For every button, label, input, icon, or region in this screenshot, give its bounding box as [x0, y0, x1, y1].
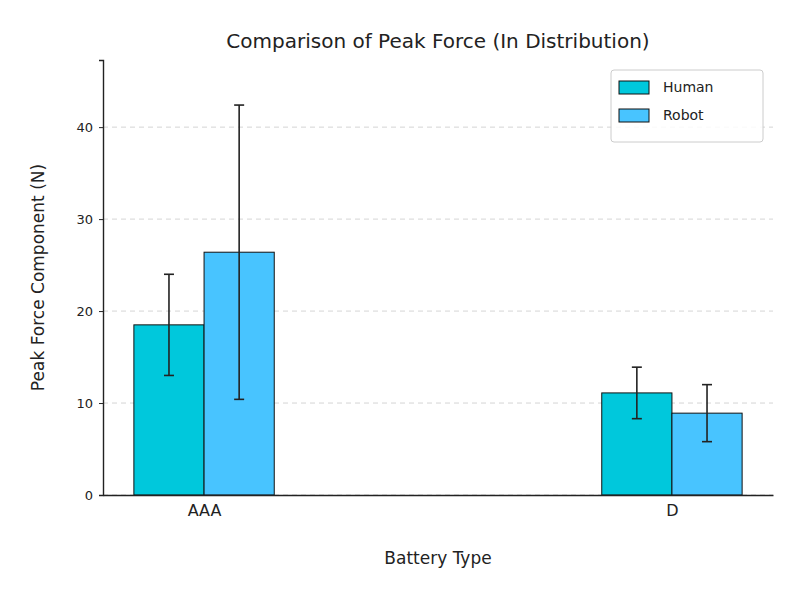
legend-swatch	[619, 81, 649, 94]
y-axis: 0 10 20 30 40	[76, 61, 103, 503]
error-bar	[632, 367, 642, 419]
error-bar	[234, 105, 244, 399]
y-tick-mark	[99, 403, 103, 404]
x-axis-title: Battery Type	[384, 548, 491, 568]
error-cap	[164, 273, 174, 275]
error-line	[168, 274, 170, 375]
legend: Human Robot	[611, 70, 763, 142]
x-tick: D	[666, 495, 678, 520]
y-axis-title: Peak Force Component (N)	[28, 164, 48, 391]
y-axis-line	[99, 61, 104, 496]
x-tick: AAA	[188, 495, 222, 520]
x-axis: AAA D	[104, 495, 774, 520]
y-tick-label: 20	[76, 304, 93, 319]
title: Comparison of Peak Force (In Distributio…	[226, 29, 649, 53]
y-tick: 40	[76, 120, 103, 135]
error-line	[706, 385, 708, 442]
error-cap	[632, 418, 642, 420]
legend-label: Human	[663, 79, 714, 95]
x-axis-line	[104, 495, 774, 496]
chart: 0 10 20 30 40 AAA D Comparison of Peak Force (I…	[0, 0, 800, 600]
error-cap	[702, 441, 712, 443]
bars	[134, 105, 742, 495]
error-cap	[164, 375, 174, 377]
y-tick-label: 40	[76, 120, 93, 135]
error-cap	[234, 104, 244, 106]
grid-line	[103, 219, 773, 220]
y-tick-label: 0	[85, 488, 93, 503]
y-tick: 10	[76, 396, 103, 411]
y-tick-mark	[99, 219, 103, 220]
error-bar	[702, 385, 712, 442]
error-cap	[234, 399, 244, 401]
error-cap	[632, 366, 642, 368]
y-tick: 20	[76, 304, 103, 319]
x-tick-label: AAA	[188, 501, 222, 520]
plot: 0 10 20 30 40 AAA D	[76, 61, 773, 521]
error-line	[636, 367, 638, 419]
grid	[103, 127, 773, 495]
y-tick-mark	[99, 127, 103, 128]
y-tick-label: 30	[76, 212, 93, 227]
x-tick-label: D	[666, 501, 678, 520]
error-bar	[164, 274, 174, 375]
y-tick-mark	[99, 311, 103, 312]
grid-line	[103, 311, 773, 312]
legend-frame	[611, 70, 763, 142]
error-line	[238, 105, 240, 399]
y-tick-mark	[99, 495, 103, 496]
legend-swatch	[619, 109, 649, 122]
error-cap	[702, 384, 712, 386]
legend-label: Robot	[663, 107, 704, 123]
y-tick-label: 10	[76, 396, 93, 411]
y-tick: 0	[85, 488, 103, 503]
y-tick: 30	[76, 212, 103, 227]
